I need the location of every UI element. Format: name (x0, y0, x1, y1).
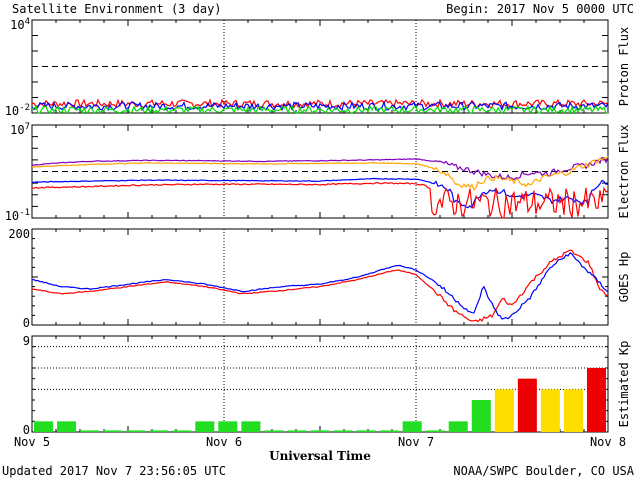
kp-bar (195, 421, 215, 432)
kp-bar (517, 378, 537, 432)
panel-ylabel: Estimated Kp (617, 341, 631, 428)
series-line (31, 104, 608, 115)
y-tick-label-exponent: 7 (25, 122, 30, 132)
panel-ylabel: Proton Flux (617, 27, 631, 106)
kp-bar (172, 430, 192, 432)
y-tick-label: 0 (23, 423, 30, 437)
panel-frame (31, 228, 609, 326)
y-tick-label: 10-2 (5, 103, 30, 118)
y-tick-label-base: 10 (5, 104, 19, 118)
y-tick-label-exponent: 4 (25, 17, 30, 27)
x-axis-label: Universal Time (269, 449, 371, 463)
x-axis: Nov 5 Nov 6 Nov 7 Nov 8 Universal Time (14, 435, 626, 463)
kp-bar (264, 430, 284, 432)
kp-bar (241, 421, 261, 432)
kp-bar (402, 421, 422, 432)
chart-title: Satellite Environment (3 day) (12, 2, 222, 16)
x-tick-label: Nov 7 (398, 435, 434, 449)
y-tick-label: 104 (10, 17, 30, 32)
x-tick-label: Nov 5 (14, 435, 50, 449)
series-line (32, 177, 609, 209)
y-tick-label-base: 10 (5, 209, 19, 223)
kp-bar (34, 421, 54, 432)
x-tick-label: Nov 6 (206, 435, 242, 449)
kp-bar (80, 430, 100, 432)
kp-bar (356, 430, 376, 432)
kp-bar (126, 430, 146, 432)
y-tick-label: 9 (23, 334, 30, 348)
y-tick-label-base: 10 (10, 18, 24, 32)
kp-bar (425, 430, 445, 432)
y-tick-label-exponent: -1 (19, 208, 30, 218)
y-tick-label-base: 10 (10, 123, 24, 137)
panel-4: 9 0 Estimated Kp (23, 334, 631, 437)
kp-bar (333, 430, 353, 432)
panel-ylabel: Electron Flux (617, 125, 631, 219)
panel-3: 200 0 GOES Hp (8, 227, 631, 330)
kp-bar (563, 389, 583, 432)
y-tick-label: 107 (10, 122, 30, 137)
series-line (31, 155, 609, 191)
kp-bar (540, 389, 560, 432)
y-tick-label: 10-1 (5, 208, 30, 223)
kp-bar (494, 389, 514, 432)
kp-bar (586, 368, 606, 432)
kp-bar (471, 400, 491, 432)
updated-timestamp: Updated 2017 Nov 7 23:56:05 UTC (2, 464, 226, 478)
credit: NOAA/SWPC Boulder, CO USA (453, 464, 634, 478)
kp-bar (448, 421, 468, 432)
kp-bar (218, 421, 238, 432)
panel-ylabel: GOES Hp (617, 252, 631, 303)
kp-bar (310, 430, 330, 432)
y-tick-label-exponent: -2 (19, 103, 30, 113)
series-line (31, 181, 609, 219)
kp-bar (149, 430, 169, 432)
series-line (31, 156, 609, 181)
x-tick-label: Nov 8 (590, 435, 626, 449)
series-line (32, 252, 609, 320)
panel-frame (31, 19, 609, 114)
kp-bar (287, 430, 307, 432)
begin-time: Begin: 2017 Nov 5 0000 UTC (446, 2, 634, 16)
kp-bar (103, 430, 123, 432)
kp-bar (379, 430, 399, 432)
y-tick-label: 0 (23, 316, 30, 330)
series-line (31, 249, 609, 323)
y-tick-label: 200 (8, 227, 30, 241)
kp-bar (57, 421, 77, 432)
